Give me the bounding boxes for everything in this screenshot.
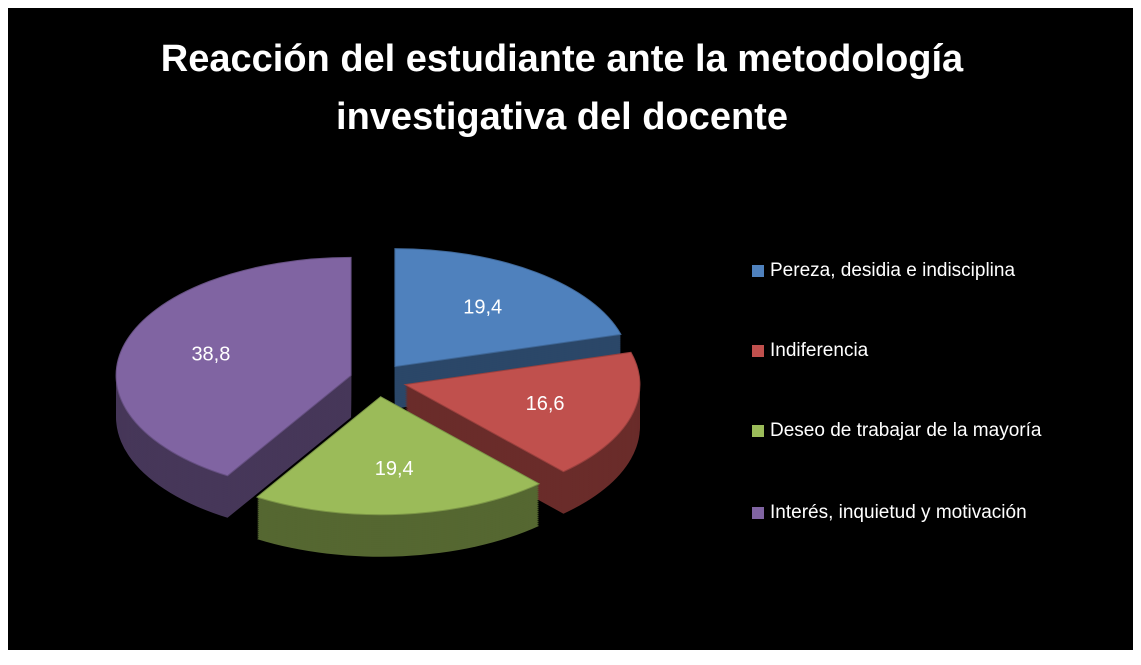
legend-label: Deseo de trabajar de la mayoría (770, 420, 1042, 441)
value-label: 16,6 (526, 393, 565, 415)
slice (256, 396, 541, 516)
legend-swatch (752, 265, 764, 277)
legend-label: Indiferencia (770, 340, 869, 361)
legend-item: Pereza, desidia e indisciplina (752, 260, 1122, 282)
value-label: 19,4 (463, 297, 502, 319)
legend-item: Deseo de trabajar de la mayoría (752, 420, 1122, 442)
slice (394, 248, 622, 368)
legend-swatch (752, 345, 764, 357)
legend-label: Pereza, desidia e indisciplina (770, 260, 1016, 281)
slice (403, 351, 641, 473)
chart-title: Reacción del estudiante ante la metodolo… (160, 38, 964, 138)
legend-item: Indiferencia (752, 340, 1122, 362)
legend-label: Interés, inquietud y motivación (770, 502, 1027, 523)
value-label: 38,8 (191, 344, 230, 366)
legend-swatch (752, 507, 764, 519)
legend-swatch (752, 425, 764, 437)
legend-item: Interés, inquietud y motivación (752, 502, 1122, 524)
value-label: 19,4 (375, 458, 414, 480)
slice (115, 256, 352, 477)
